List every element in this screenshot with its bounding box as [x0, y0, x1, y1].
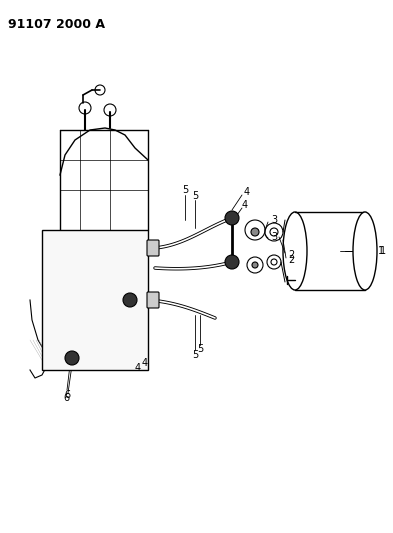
Circle shape: [225, 255, 239, 269]
FancyBboxPatch shape: [147, 292, 159, 308]
Text: 3: 3: [271, 232, 277, 242]
Text: 6: 6: [63, 393, 69, 403]
Bar: [42, 230, 148, 370]
Text: 1: 1: [378, 246, 384, 256]
Text: 5: 5: [192, 191, 198, 201]
Text: 6: 6: [64, 390, 70, 400]
Text: 4: 4: [242, 200, 248, 210]
Text: 4: 4: [135, 363, 141, 373]
Circle shape: [252, 262, 258, 268]
Circle shape: [225, 211, 239, 225]
Circle shape: [251, 228, 259, 236]
Circle shape: [123, 293, 137, 307]
Text: 5: 5: [197, 344, 203, 354]
Ellipse shape: [353, 212, 377, 290]
Text: 2: 2: [288, 250, 294, 260]
Text: 2: 2: [288, 255, 294, 265]
Text: 5: 5: [182, 185, 188, 195]
Text: 3: 3: [271, 215, 277, 225]
Text: 4: 4: [142, 358, 148, 368]
Text: 4: 4: [244, 187, 250, 197]
Text: 5: 5: [192, 350, 198, 360]
FancyBboxPatch shape: [147, 240, 159, 256]
Circle shape: [65, 351, 79, 365]
Text: 91107 2000 A: 91107 2000 A: [8, 18, 105, 31]
Text: 1: 1: [380, 246, 386, 256]
